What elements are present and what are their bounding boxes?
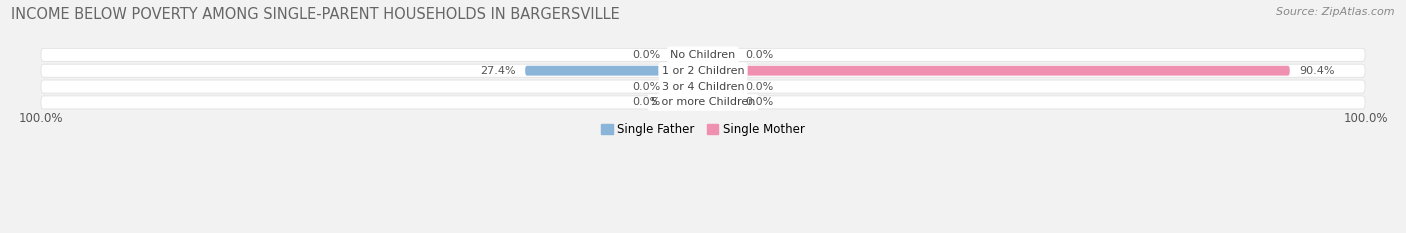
FancyBboxPatch shape [703,82,735,92]
Text: 0.0%: 0.0% [633,50,661,60]
Text: Source: ZipAtlas.com: Source: ZipAtlas.com [1277,7,1395,17]
FancyBboxPatch shape [41,96,1365,109]
Text: 0.0%: 0.0% [745,50,773,60]
Text: 0.0%: 0.0% [633,82,661,92]
Legend: Single Father, Single Mother: Single Father, Single Mother [596,118,810,141]
Text: 0.0%: 0.0% [745,82,773,92]
FancyBboxPatch shape [703,98,735,107]
Text: 100.0%: 100.0% [1343,112,1388,125]
Text: 27.4%: 27.4% [479,66,516,76]
Text: 0.0%: 0.0% [633,97,661,107]
Text: No Children: No Children [671,50,735,60]
Text: 100.0%: 100.0% [18,112,63,125]
FancyBboxPatch shape [41,48,1365,61]
FancyBboxPatch shape [41,64,1365,77]
FancyBboxPatch shape [703,66,1289,76]
Text: INCOME BELOW POVERTY AMONG SINGLE-PARENT HOUSEHOLDS IN BARGERSVILLE: INCOME BELOW POVERTY AMONG SINGLE-PARENT… [11,7,620,22]
FancyBboxPatch shape [41,80,1365,93]
Text: 1 or 2 Children: 1 or 2 Children [662,66,744,76]
Text: 0.0%: 0.0% [745,97,773,107]
Text: 5 or more Children: 5 or more Children [651,97,755,107]
FancyBboxPatch shape [671,82,703,92]
FancyBboxPatch shape [703,50,735,60]
FancyBboxPatch shape [526,66,703,76]
Text: 3 or 4 Children: 3 or 4 Children [662,82,744,92]
FancyBboxPatch shape [671,98,703,107]
Text: 90.4%: 90.4% [1299,66,1334,76]
FancyBboxPatch shape [671,50,703,60]
